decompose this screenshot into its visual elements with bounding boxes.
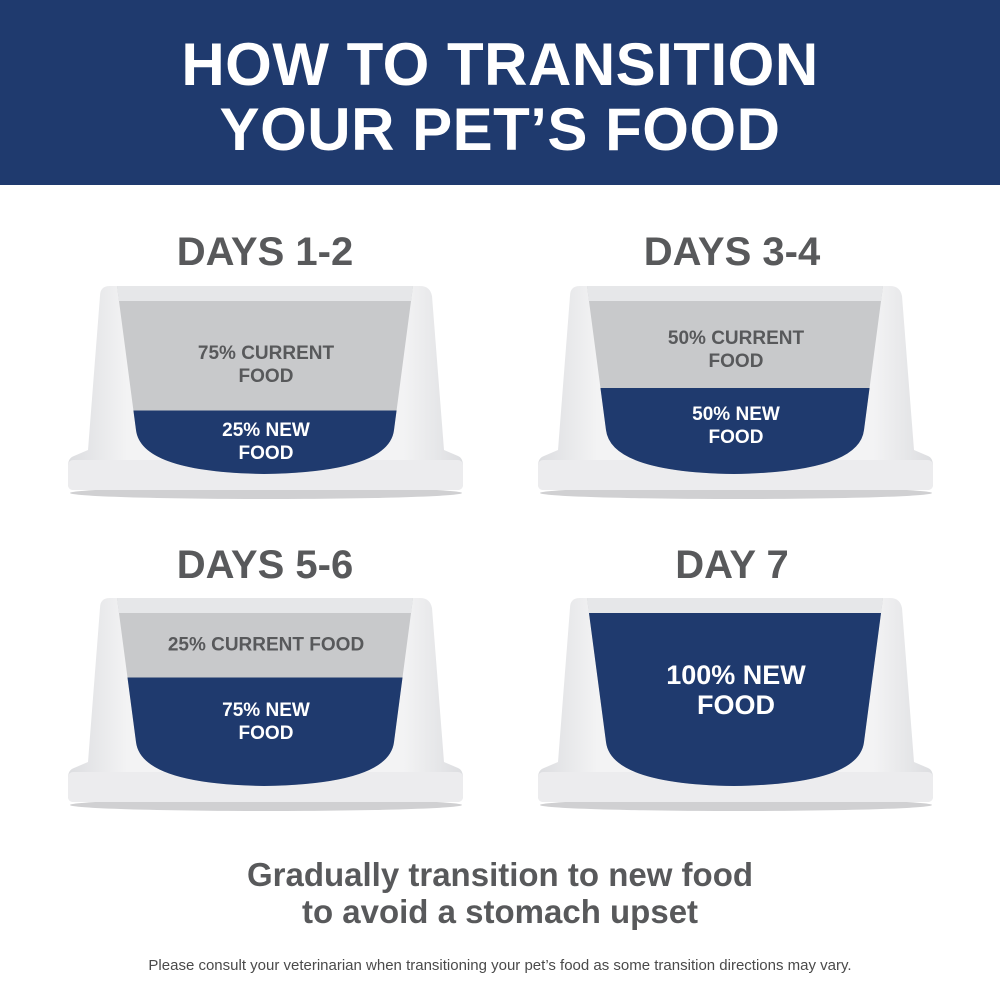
bowl-base-band (538, 460, 933, 490)
stage-2-heading: DAYS 3-4 (643, 230, 821, 274)
title-line-2: YOUR PET’S FOOD (219, 96, 781, 163)
stage-2-bowl: 50% CURRENT FOOD 50% NEW FOOD (534, 280, 938, 500)
bowl-graphic (538, 598, 933, 811)
title-line-1: HOW TO TRANSITION (181, 31, 819, 98)
new-food-fill (587, 388, 883, 474)
new-food-fill (117, 677, 413, 786)
title-banner: HOW TO TRANSITION YOUR PET’S FOOD (0, 0, 1000, 185)
bowl-rim (587, 598, 883, 613)
bowl-graphic (68, 598, 463, 811)
stage-4-heading: DAY 7 (675, 543, 789, 587)
tagline-line-1: Gradually transition to new food (246, 856, 754, 893)
bowl-graphic (68, 286, 463, 499)
stage-3-bowl: 25% CURRENT FOOD 75% NEW FOOD (64, 592, 468, 812)
bowl-rim (587, 286, 883, 301)
stage-4-bowl: 100% NEW FOOD (534, 592, 938, 812)
tagline-line-2: to avoid a stomach upset (301, 893, 699, 930)
bowl-graphic (538, 286, 933, 499)
stage-3-heading: DAYS 5-6 (176, 543, 354, 587)
bowl-base-band (68, 460, 463, 490)
new-food-label: 25% NEW FOOD (222, 420, 310, 464)
current-food-label: 75% CURRENT FOOD (197, 343, 335, 387)
new-food-label: 75% NEW FOOD (222, 700, 310, 744)
new-food-fill (587, 613, 883, 786)
new-food-label: 100% NEW FOOD (666, 660, 806, 720)
bowl-rim (117, 286, 413, 301)
footnote: Please consult your veterinarian when tr… (148, 957, 852, 974)
new-food-label: 50% NEW FOOD (692, 404, 780, 448)
stage-1-bowl: 75% CURRENT FOOD 25% NEW FOOD (64, 280, 468, 500)
current-food-label: 50% CURRENT FOOD (667, 328, 805, 372)
bowl-rim (117, 598, 413, 613)
current-food-label: 25% CURRENT FOOD (167, 634, 365, 656)
stage-1-heading: DAYS 1-2 (176, 230, 354, 274)
bowl-base-band (68, 772, 463, 802)
bowl-base-band (538, 772, 933, 802)
